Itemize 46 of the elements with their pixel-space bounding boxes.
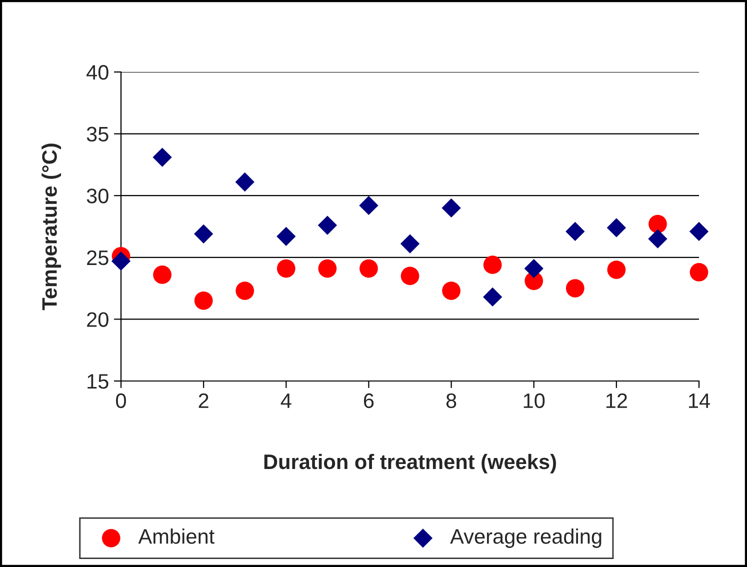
legend-label: Ambient: [138, 528, 214, 544]
point: [318, 259, 337, 278]
y-tick-label: 20: [87, 312, 108, 327]
x-tick-label: 0: [116, 393, 126, 408]
point: [483, 256, 502, 274]
point: [566, 222, 585, 242]
point: [153, 266, 172, 284]
point: [524, 258, 544, 278]
point: [400, 234, 420, 254]
x-axis-title: Duration of treatment (weeks): [264, 454, 556, 474]
x-tick-label: 4: [280, 394, 292, 408]
y-tick-label: 30: [86, 188, 108, 204]
point: [566, 279, 584, 298]
legend-label: Average reading: [450, 528, 602, 548]
point: [442, 198, 461, 218]
point: [607, 260, 626, 279]
point: [442, 282, 460, 300]
point: [152, 148, 172, 167]
point: [400, 266, 420, 286]
y-tick-label: 15: [88, 374, 108, 389]
point: [648, 214, 667, 234]
point: [235, 172, 254, 192]
point: [648, 229, 668, 248]
x-tick-label: 10: [524, 393, 545, 408]
point: [318, 216, 337, 235]
point: [194, 291, 213, 310]
point: [690, 263, 708, 282]
point: [360, 259, 378, 278]
y-tick-label: 35: [86, 126, 108, 142]
x-tick-label: 8: [446, 393, 456, 408]
x-tick-label: 2: [198, 393, 208, 408]
point: [194, 224, 214, 244]
point: [483, 287, 502, 307]
x-tick-label: 14: [689, 394, 710, 408]
x-tick-label: 12: [606, 393, 627, 408]
point: [236, 282, 254, 300]
point: [276, 226, 296, 246]
point: [689, 222, 709, 242]
y-axis-title: Temperature (°C): [42, 144, 62, 310]
y-tick-label: 40: [86, 65, 108, 80]
point: [359, 196, 378, 216]
point: [276, 259, 296, 278]
point: [606, 218, 626, 238]
x-tick-label: 6: [364, 393, 374, 408]
point: [111, 252, 131, 271]
y-tick-label: 25: [87, 250, 108, 266]
